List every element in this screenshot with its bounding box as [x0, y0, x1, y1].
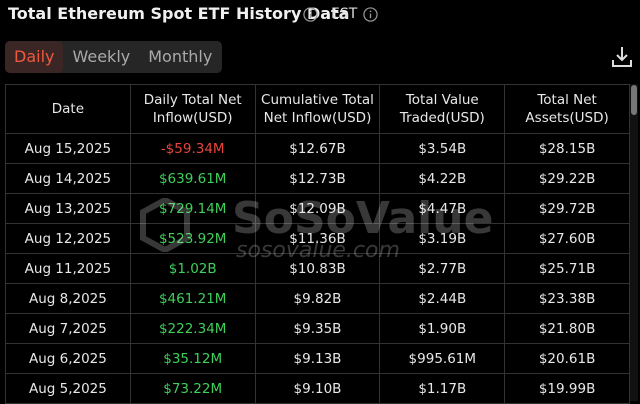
column-header: Total Value Traded(USD) [379, 84, 506, 134]
table-cell: $4.22B [379, 163, 506, 194]
table-row: Aug 6,2025 $35.12M $9.13B $995.61M $20.61B [5, 343, 630, 374]
table-cell: $3.19B [379, 223, 506, 254]
table-row: Aug 8,2025 $461.21M $9.82B $2.44B $23.38B [5, 283, 630, 314]
tab-bar: Daily Weekly Monthly [5, 41, 222, 73]
table-cell: $20.61B [504, 343, 630, 374]
column-header: Cumulative Total Net Inflow(USD) [254, 84, 381, 134]
table-cell: Aug 13,2025 [5, 193, 131, 224]
table-cell: $461.21M [129, 283, 256, 314]
tab[interactable]: Daily [5, 41, 64, 73]
table-cell: Aug 14,2025 [5, 163, 131, 194]
table-cell: $9.13B [254, 343, 381, 374]
table-row: Aug 11,2025 $1.02B $10.83B $2.77B $25.71B [5, 253, 630, 284]
table-cell: $3.54B [379, 133, 506, 164]
table-cell: $27.60B [504, 223, 630, 254]
table-cell: Aug 8,2025 [5, 283, 131, 314]
table-cell: $35.12M [129, 343, 256, 374]
table-cell: Aug 11,2025 [5, 253, 131, 284]
table-row: Aug 7,2025 $222.34M $9.35B $1.90B $21.80B [5, 313, 630, 344]
tab[interactable]: Monthly [148, 47, 213, 66]
table-cell: $29.22B [504, 163, 630, 194]
table-cell: $4.47B [379, 193, 506, 224]
table-cell: Aug 5,2025 [5, 373, 131, 404]
table-cell: Aug 6,2025 [5, 343, 131, 374]
table-cell: $21.80B [504, 313, 630, 344]
download-button[interactable] [610, 45, 634, 69]
scrollbar[interactable] [630, 84, 638, 401]
table-row: Aug 5,2025 $73.22M $9.10B $1.17B $19.99B [5, 373, 630, 404]
table-cell: Aug 7,2025 [5, 313, 131, 344]
table-cell: Aug 15,2025 [5, 133, 131, 164]
table-row: Aug 13,2025 $729.14M $12.09B $4.47B $29.72B [5, 193, 630, 224]
table-cell: $2.44B [379, 283, 506, 314]
table-cell: $19.99B [504, 373, 630, 404]
table-cell: $23.38B [504, 283, 630, 314]
table-cell: $523.92M [129, 223, 256, 254]
timezone: EST [331, 6, 358, 22]
table-cell: $10.83B [254, 253, 381, 284]
table-row: Aug 15,2025 -$59.34M $12.67B $3.54B $28.15B [5, 133, 630, 164]
table-cell: $29.72B [504, 193, 630, 224]
table-cell: $639.61M [129, 163, 256, 194]
table-cell: $1.90B [379, 313, 506, 344]
table-cell: $25.71B [504, 253, 630, 284]
table-cell: $9.82B [254, 283, 381, 314]
info-icon[interactable] [363, 7, 378, 22]
table-cell: $73.22M [129, 373, 256, 404]
table-cell: $28.15B [504, 133, 630, 164]
table-cell: $222.34M [129, 313, 256, 344]
table-cell: Aug 12,2025 [5, 223, 131, 254]
tab[interactable]: Weekly [72, 47, 131, 66]
table-container: Date Daily Total Net Inflow(USD) Cumulativ… [5, 84, 630, 404]
table-cell: $12.73B [254, 163, 381, 194]
column-header: Date [5, 84, 131, 134]
table-cell: $12.67B [254, 133, 381, 164]
table-cell: $12.09B [254, 193, 381, 224]
table-cell: $9.35B [254, 313, 381, 344]
table-cell: $1.17B [379, 373, 506, 404]
table-cell: $2.77B [379, 253, 506, 284]
table-row: Aug 14,2025 $639.61M $12.73B $4.22B $29.22B [5, 163, 630, 194]
table-cell: $1.02B [129, 253, 256, 284]
info-icon[interactable] [303, 7, 318, 22]
scroll-thumb[interactable] [631, 85, 637, 115]
title: Total Ethereum Spot ETF History Data [8, 4, 350, 23]
table-cell: -$59.34M [129, 133, 256, 164]
table-row: Aug 12,2025 $523.92M $11.36B $3.19B $27.60B [5, 223, 630, 254]
column-header: Daily Total Net Inflow(USD) [129, 84, 256, 134]
table-cell: $11.36B [254, 223, 381, 254]
column-header: Total Net Assets(USD) [504, 84, 630, 134]
table-cell: $9.10B [254, 373, 381, 404]
data-table: Date Daily Total Net Inflow(USD) Cumulativ… [5, 84, 630, 404]
table-cell: $729.14M [129, 193, 256, 224]
table-cell: $995.61M [379, 343, 506, 374]
